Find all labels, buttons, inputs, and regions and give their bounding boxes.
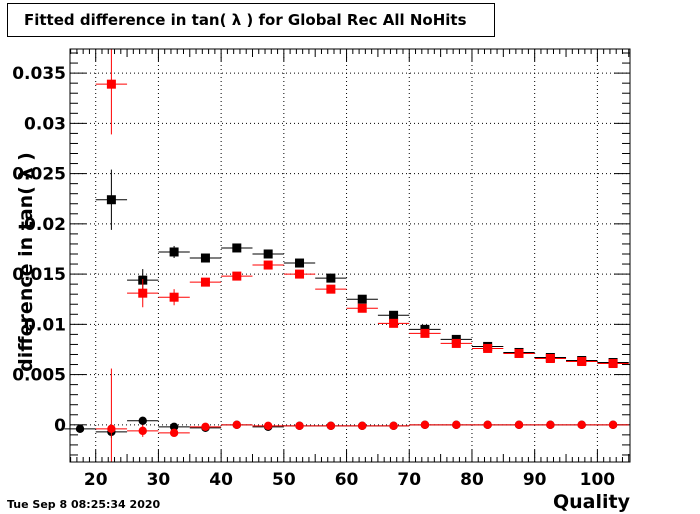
data-point-square bbox=[326, 273, 336, 283]
data-point-square bbox=[451, 338, 461, 348]
data-point-circle bbox=[263, 421, 273, 431]
x-tick-label: 30 bbox=[147, 470, 171, 490]
data-point-square bbox=[106, 79, 116, 89]
data-point-square bbox=[232, 271, 242, 281]
timestamp: Tue Sep 8 08:25:34 2020 bbox=[7, 498, 161, 511]
data-point-circle bbox=[608, 420, 618, 430]
data-point-circle bbox=[138, 426, 147, 436]
y-tick-label: 0.01 bbox=[24, 315, 66, 335]
data-point-square bbox=[389, 318, 399, 328]
data-point-square bbox=[420, 328, 430, 338]
data-point-circle bbox=[169, 422, 179, 432]
plot-area bbox=[70, 49, 630, 462]
data-point-circle bbox=[546, 420, 555, 430]
data-point-circle bbox=[483, 420, 492, 430]
data-point-square bbox=[326, 284, 336, 294]
y-tick-label: 0.02 bbox=[24, 215, 66, 235]
x-tick-label: 60 bbox=[335, 470, 359, 490]
data-point-square bbox=[577, 357, 587, 367]
grid bbox=[70, 49, 630, 462]
chart-title: Fitted difference in tan( λ ) for Global… bbox=[24, 11, 467, 29]
data-point-square bbox=[357, 303, 367, 313]
data-point-circle bbox=[577, 420, 586, 430]
y-tick-label: 0.025 bbox=[12, 165, 66, 185]
data-point-circle bbox=[107, 424, 116, 434]
data-point-square bbox=[138, 288, 148, 298]
y-tick-label: 0 bbox=[54, 416, 66, 436]
data-point-square bbox=[545, 353, 555, 363]
data-point-square bbox=[200, 253, 210, 263]
chart-title-box: Fitted difference in tan( λ ) for Global… bbox=[7, 3, 495, 37]
x-tick-label: 70 bbox=[397, 470, 421, 490]
x-tick-label: 100 bbox=[580, 470, 616, 490]
x-tick-label: 40 bbox=[209, 470, 233, 490]
data-point-circle bbox=[169, 428, 179, 438]
data-point-circle bbox=[326, 421, 336, 431]
data-point-square bbox=[483, 343, 493, 353]
data-point-circle bbox=[232, 420, 242, 430]
data-point-circle bbox=[75, 424, 85, 434]
data-point-circle bbox=[452, 420, 461, 430]
y-tick-label: 0.035 bbox=[12, 64, 66, 84]
data-point-square bbox=[295, 258, 305, 268]
data-point-circle bbox=[138, 416, 147, 426]
data-point-square bbox=[200, 277, 210, 287]
data-point-circle bbox=[514, 420, 524, 430]
axes: 20 30 40 50 60 70 80 90 100 0 0.005 0.01 0.015 0.02 0.… bbox=[12, 49, 630, 490]
data-point-square bbox=[608, 359, 618, 369]
y-tick-label: 0.005 bbox=[12, 366, 66, 386]
data-point-square bbox=[514, 348, 524, 358]
data-point-square bbox=[169, 292, 179, 302]
data-point-circle bbox=[295, 421, 304, 431]
data-point-square bbox=[232, 243, 242, 253]
plot-frame bbox=[69, 48, 631, 463]
data-point-square bbox=[106, 195, 116, 205]
x-tick-label: 80 bbox=[460, 470, 484, 490]
data-point-circle bbox=[389, 421, 398, 431]
data-point-square bbox=[263, 260, 273, 270]
y-tick-label: 0.03 bbox=[24, 114, 66, 134]
y-tick-label: 0.015 bbox=[12, 265, 66, 285]
data-point-circle bbox=[358, 421, 367, 431]
data-point-square bbox=[169, 247, 179, 257]
data-point-square bbox=[389, 310, 399, 320]
data-point-circle bbox=[201, 422, 210, 432]
data-point-circle bbox=[420, 420, 430, 430]
x-tick-label: 50 bbox=[272, 470, 296, 490]
x-tick-label: 20 bbox=[84, 470, 108, 490]
x-axis-label: Quality bbox=[553, 491, 630, 513]
data-marks bbox=[64, 49, 629, 462]
data-point-square bbox=[295, 269, 305, 279]
data-point-square bbox=[357, 294, 367, 304]
data-point-square bbox=[263, 249, 273, 259]
x-tick-label: 90 bbox=[523, 470, 547, 490]
y-axis-label: difference in tan( λ ) bbox=[15, 152, 37, 372]
